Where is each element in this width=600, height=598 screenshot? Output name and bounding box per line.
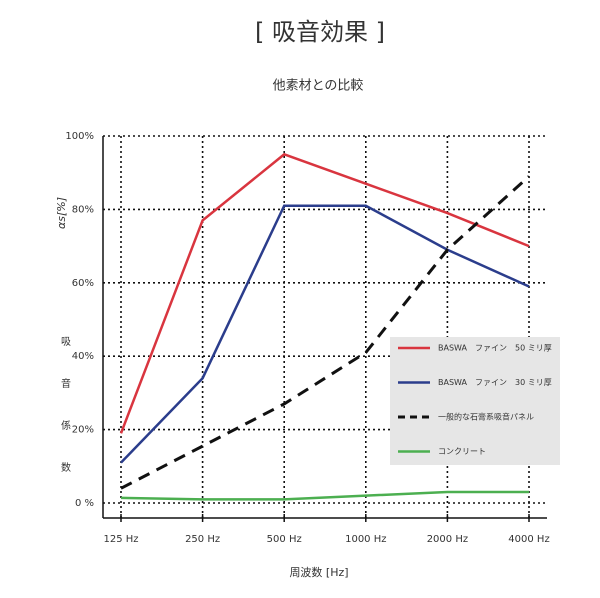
legend-label: 一般的な石膏系吸音パネル — [438, 412, 534, 422]
chart-subtitle: 他素材との比較 — [273, 79, 364, 94]
series-line — [120, 490, 529, 501]
y-axis-label-char: 数 — [61, 461, 71, 474]
y-tick-label: 40% — [72, 351, 94, 362]
x-tick-label: 125 Hz — [103, 534, 138, 545]
chart-title: [ 吸音効果 ] — [255, 18, 385, 46]
y-tick-label: 80% — [72, 204, 94, 215]
legend-box — [390, 337, 560, 465]
x-tick-label: 1000 Hz — [345, 534, 386, 545]
x-tick-label: 250 Hz — [185, 534, 220, 545]
y-axis-label-char: 音 — [61, 377, 71, 390]
legend-label: コンクリート — [438, 447, 486, 456]
y-tick-label: 0 % — [75, 498, 94, 509]
series-line — [120, 175, 531, 490]
legend-label: BASWA ファイン 50 ミリ厚 — [438, 344, 552, 353]
series-line — [120, 204, 530, 464]
y-tick-label: 60% — [72, 278, 94, 289]
y-axis-label-char: 吸 — [61, 337, 71, 348]
x-tick-label: 500 Hz — [267, 534, 302, 545]
x-tick-label: 4000 Hz — [508, 534, 549, 545]
legend-label: BASWA ファイン 30 ミリ厚 — [438, 378, 552, 387]
y-tick-label: 100% — [65, 131, 94, 142]
x-axis-label: 周波数 [Hz] — [289, 566, 348, 579]
y-axis-label-char: 係 — [61, 420, 71, 432]
series-line — [119, 152, 530, 434]
x-tick-label: 2000 Hz — [427, 534, 468, 545]
y-tick-label: 20% — [72, 425, 94, 436]
y-axis-label: αs[%] — [55, 197, 68, 229]
